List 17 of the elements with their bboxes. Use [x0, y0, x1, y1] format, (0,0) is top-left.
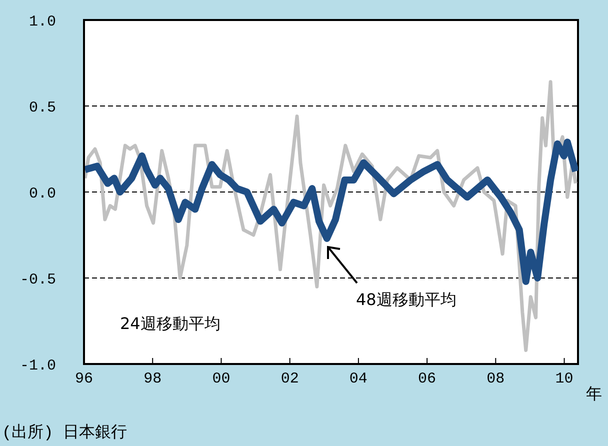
text: 48週移動平均: [356, 290, 456, 311]
x-tick-label: 04: [349, 370, 368, 388]
x-tick-label: 98: [144, 370, 162, 388]
y-tick-label: -1.0: [20, 357, 56, 374]
y-tick-label: 0.0: [28, 185, 56, 202]
text: (出所) 日本銀行: [2, 422, 127, 443]
x-axis-title: 年: [586, 384, 602, 405]
x-tick-label: 06: [418, 370, 436, 388]
x-tick-label: 10: [555, 370, 574, 388]
text: 24週移動平均: [120, 314, 220, 335]
y-tick-label: -0.5: [20, 271, 56, 288]
y-tick-label: 1.0: [28, 13, 56, 30]
y-tick-label: 0.5: [28, 99, 56, 116]
x-tick-label: 02: [280, 370, 299, 388]
x-tick-label: 00: [212, 370, 230, 388]
x-tick-label: 96: [74, 370, 94, 388]
x-tick-label: 08: [486, 370, 505, 388]
